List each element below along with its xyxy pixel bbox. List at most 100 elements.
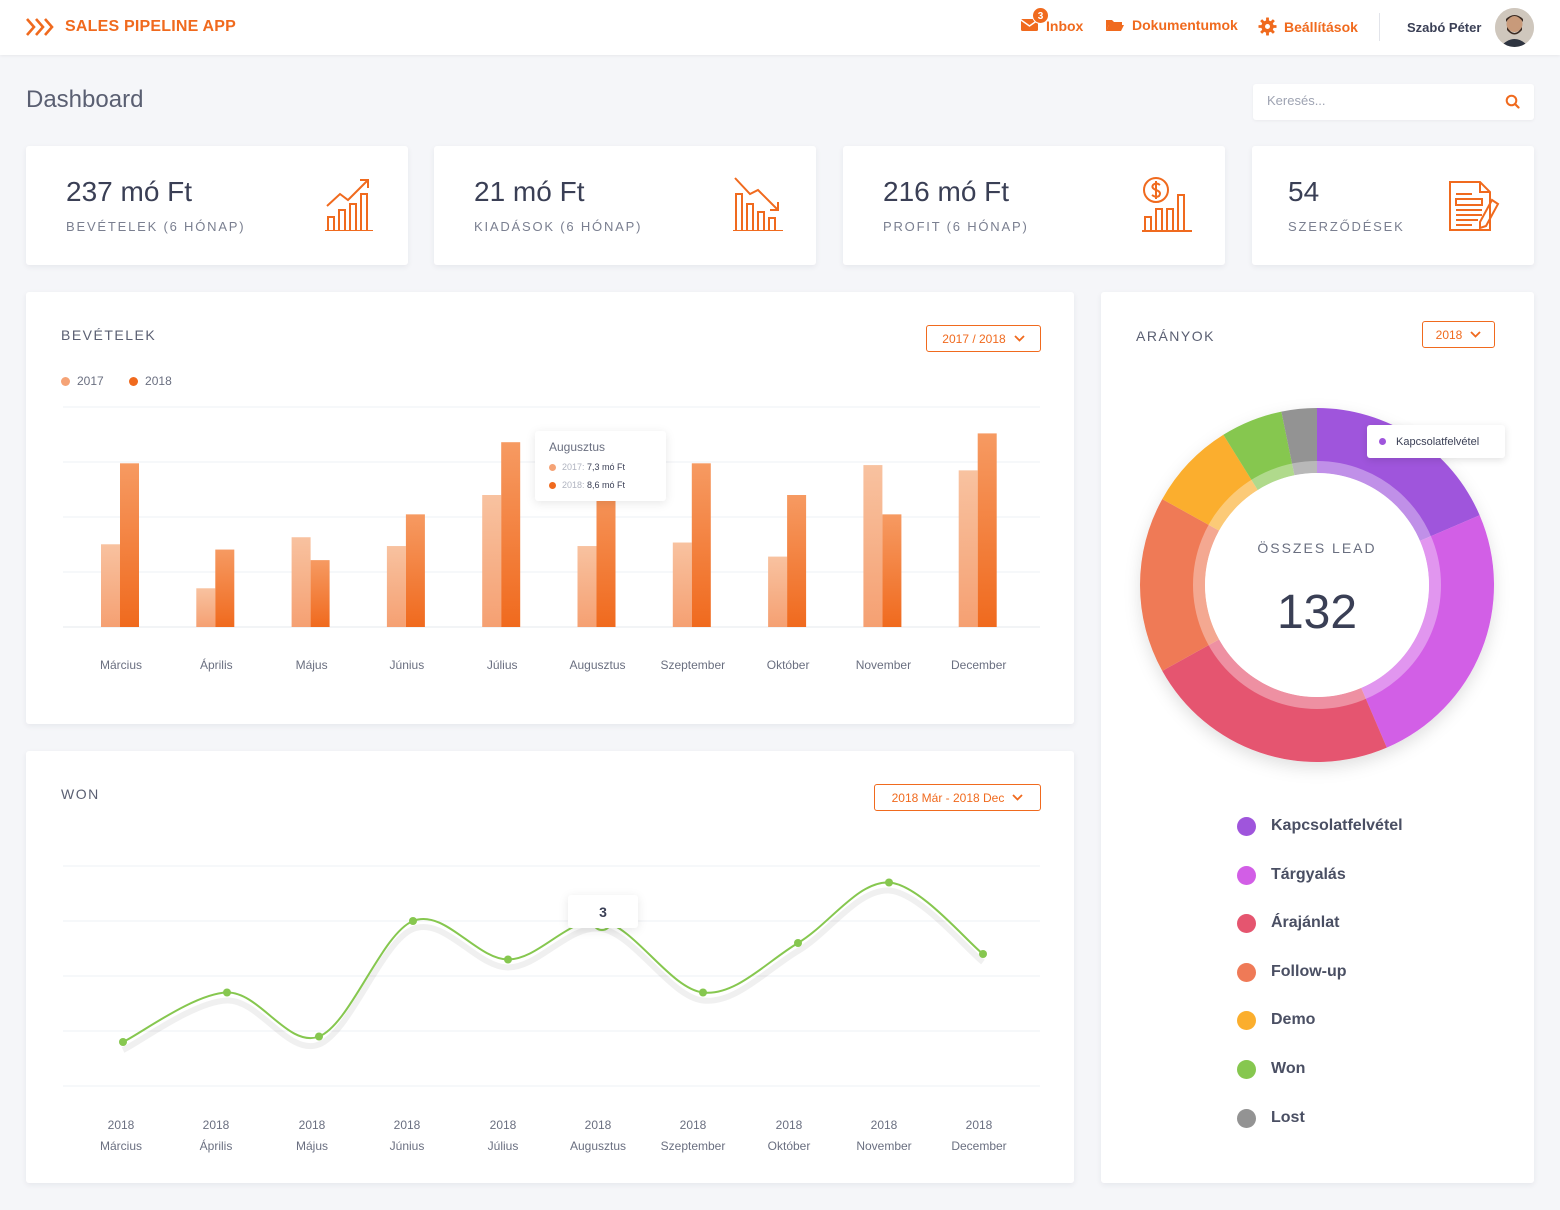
legend-dot — [1237, 865, 1256, 885]
tooltip-title: Augusztus — [549, 440, 606, 454]
header-divider — [1379, 13, 1380, 41]
ratios-period-value: 2018 — [1435, 327, 1463, 342]
legend-item-won[interactable]: Won — [1237, 1058, 1305, 1080]
search-box — [1253, 84, 1534, 120]
revenue-chart-card: BEVÉTELEK 2017 / 2018 — [26, 292, 1074, 724]
coin-chart-icon — [1142, 177, 1192, 232]
nav-settings[interactable]: Beállítások — [1258, 17, 1358, 36]
top-bar: SALES PIPELINE APP 3 Inbox Dokumentumok — [0, 0, 1560, 55]
revenue-legend: 2017 2018 — [61, 374, 194, 388]
bar-2017 — [577, 546, 597, 627]
kpi-card-expenses[interactable]: 21 mó Ft KIADÁSOK (6 HÓNAP) — [434, 146, 816, 265]
kpi-value: 54 — [1288, 176, 1320, 207]
bar-2018 — [310, 560, 330, 627]
donut-center-label: ÖSSZES LEAD — [1257, 540, 1377, 556]
won-tooltip: 3 — [568, 895, 638, 928]
chevron-down-icon — [1470, 331, 1481, 338]
bar-2017 — [101, 544, 120, 627]
donut-tooltip-label: Kapcsolatfelvétel — [1396, 435, 1480, 448]
bar-2018 — [120, 463, 139, 627]
nav-inbox-label: Inbox — [1046, 18, 1084, 34]
x-tick-label: Szeptember — [660, 658, 725, 672]
donut-tooltip: Kapcsolatfelvétel — [1367, 425, 1505, 458]
kpi-value: 21 mó Ft — [474, 176, 585, 207]
legend-label: Won — [1271, 1060, 1306, 1077]
legend-item-2018[interactable]: 2018 — [129, 374, 172, 388]
legend-label: 2017 — [77, 374, 104, 388]
legend-item-2017[interactable]: 2017 — [61, 374, 104, 388]
revenue-period-dropdown[interactable]: 2017 / 2018 — [926, 325, 1041, 352]
x-tick-label: Július — [487, 658, 518, 672]
kpi-card-revenue[interactable]: 237 mó Ft BEVÉTELEK (6 HÓNAP) — [26, 146, 408, 265]
won-period-dropdown[interactable]: 2018 Már - 2018 Dec — [874, 784, 1041, 811]
tooltip-value: 7,3 mó Ft — [587, 462, 626, 472]
legend-item-targyalas[interactable]: Tárgyalás — [1237, 864, 1346, 886]
bar-2017 — [482, 495, 502, 627]
bar-2017 — [291, 537, 311, 627]
tooltip-year: 2018: — [562, 480, 585, 490]
legend-dot — [129, 377, 139, 387]
gear-icon — [1258, 17, 1277, 36]
legend-label: Demo — [1271, 1011, 1316, 1028]
x-tick-label: December — [951, 658, 1006, 672]
legend-item-arajanlat[interactable]: Árajánlat — [1237, 912, 1339, 934]
bar-2017 — [768, 556, 788, 627]
legend-item-demo[interactable]: Demo — [1237, 1009, 1315, 1031]
legend-label: Follow-up — [1271, 963, 1347, 980]
legend-label: Árajánlat — [1271, 914, 1340, 931]
legend-dot — [549, 464, 556, 472]
donut-center-value: 132 — [1276, 586, 1358, 639]
x-tick-label: November — [856, 658, 911, 672]
legend-label: Lost — [1271, 1109, 1305, 1126]
bar-2017 — [196, 588, 216, 627]
avatar[interactable] — [1495, 8, 1534, 47]
won-chart-card: WON 2018 Már - 2018 Dec — [26, 751, 1074, 1183]
nav-documents[interactable]: Dokumentumok — [1105, 17, 1238, 33]
document-icon — [1449, 181, 1500, 231]
bar-2018 — [882, 514, 902, 627]
chart-up-icon — [325, 179, 373, 231]
bar-2018 — [977, 433, 997, 627]
nav-settings-label: Beállítások — [1284, 18, 1358, 35]
bar-2017 — [386, 546, 406, 627]
legend-item-kapcsolatfelvetel[interactable]: Kapcsolatfelvétel — [1237, 815, 1403, 837]
legend-dot — [1237, 1010, 1256, 1030]
revenue-period-value: 2017 / 2018 — [942, 331, 1006, 346]
bar-2017 — [958, 470, 978, 627]
user-name[interactable]: Szabó Péter — [1407, 20, 1482, 35]
legend-dot — [1237, 816, 1256, 836]
nav-inbox[interactable]: 3 Inbox — [1020, 7, 1084, 35]
bar-2018 — [501, 442, 521, 627]
kpi-value: 237 mó Ft — [66, 176, 193, 207]
chart-down-icon — [733, 177, 783, 231]
search-input[interactable] — [1267, 93, 1487, 108]
legend-item-follow-up[interactable]: Follow-up — [1237, 961, 1347, 983]
x-tick-label: Október — [767, 658, 810, 672]
legend-item-lost[interactable]: Lost — [1237, 1107, 1305, 1129]
kpi-card-profit[interactable]: 216 mó Ft PROFIT (6 HÓNAP) — [843, 146, 1225, 265]
x-tick-label: Június — [390, 658, 425, 672]
revenue-chart-title: BEVÉTELEK — [61, 327, 157, 343]
legend-dot — [1237, 913, 1256, 933]
chevron-down-icon — [1012, 794, 1023, 801]
chevron-down-icon — [1014, 335, 1025, 342]
ratios-period-dropdown[interactable]: 2018 — [1422, 321, 1495, 348]
revenue-tooltip: Augusztus 2017: 7,3 mó Ft 2018: 8,6 mó F… — [535, 431, 666, 501]
tooltip-line-2018: 2018: 8,6 mó Ft — [549, 480, 625, 490]
x-tick-label: Március — [100, 658, 142, 672]
bar-2018 — [596, 475, 616, 627]
search-icon[interactable] — [1505, 94, 1520, 109]
nav-documents-label: Dokumentumok — [1132, 17, 1238, 33]
x-tick-label: Augusztus — [569, 658, 625, 672]
x-tick-label: Április — [200, 657, 233, 672]
folder-icon — [1106, 20, 1124, 31]
inbox-badge: 3 — [1032, 7, 1049, 24]
kpi-card-contracts[interactable]: 54 SZERZŐDÉSEK — [1252, 146, 1534, 265]
kpi-label: BEVÉTELEK (6 HÓNAP) — [66, 219, 246, 234]
page-title: Dashboard — [26, 86, 144, 113]
bar-2018 — [787, 495, 807, 627]
bar-2018 — [691, 463, 711, 627]
tooltip-line-2017: 2017: 7,3 mó Ft — [549, 462, 625, 472]
brand[interactable]: SALES PIPELINE APP — [25, 16, 236, 38]
